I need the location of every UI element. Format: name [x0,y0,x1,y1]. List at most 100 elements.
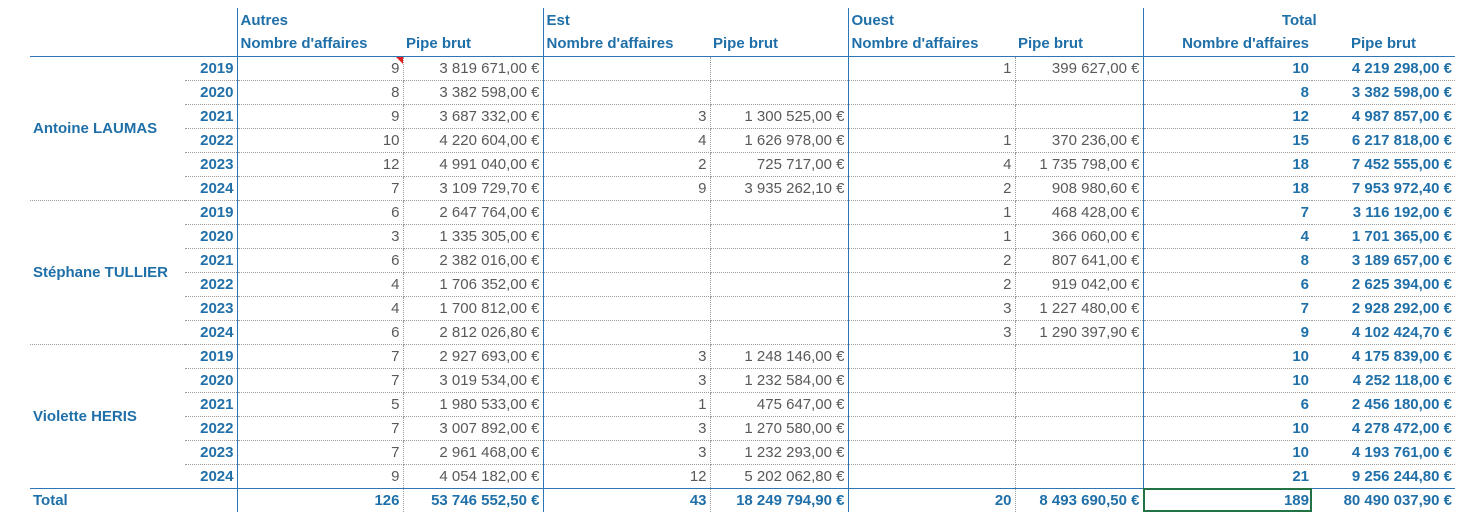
value-cell [1015,464,1144,489]
value-cell: 366 060,00 € [1015,224,1144,249]
value-cell: 4 991 040,00 € [403,152,544,177]
total-cell: 3 382 598,00 € [1312,80,1455,105]
value-cell [542,56,711,81]
value-cell [710,224,849,249]
year: 2022 [185,416,237,441]
value-cell: 3 687 332,00 € [403,104,544,129]
year: 2019 [185,56,237,81]
value-cell: 9 [236,464,404,489]
value-cell: 10 [236,128,404,153]
total-cell: 4 175 839,00 € [1312,344,1455,369]
grand-total-cell: 126 [236,487,404,512]
value-cell: 3 019 534,00 € [403,368,544,393]
column-header: Pipe brut [403,32,543,57]
total-cell: 12 [1142,104,1312,129]
value-cell: 4 [542,128,711,153]
value-cell: 12 [236,152,404,177]
value-cell [847,344,1016,369]
year: 2020 [185,80,237,105]
total-cell: 6 217 818,00 € [1312,128,1455,153]
value-cell: 5 202 062,80 € [710,464,849,489]
total-cell: 2 456 180,00 € [1312,392,1455,417]
data-row: 2020 3 1 335 305,00 € 1 366 060,00 €4 1 701 3… [30,224,1455,249]
value-cell: 5 [236,392,404,417]
year: 2023 [185,440,237,465]
value-cell: 2 961 468,00 € [403,440,544,465]
value-cell: 908 980,60 € [1015,176,1144,201]
column-header: Pipe brut [1015,32,1143,57]
total-cell: 7 953 972,40 € [1312,176,1455,201]
value-cell: 399 627,00 € [1015,56,1144,81]
value-cell: 7 [236,416,404,441]
value-cell: 3 935 262,10 € [710,176,849,201]
total-cell: 9 256 244,80 € [1312,464,1455,489]
total-cell: 18 [1142,176,1312,201]
total-cell: 4 [1142,224,1312,249]
value-cell: 370 236,00 € [1015,128,1144,153]
grand-total-cell: 80 490 037,90 € [1312,487,1455,512]
value-cell: 1 [847,200,1016,225]
value-cell [710,320,849,345]
value-cell: 1 [542,392,711,417]
value-cell: 2 [847,176,1016,201]
value-cell: 2 [542,152,711,177]
value-cell: 2 812 026,80 € [403,320,544,345]
total-cell: 2 625 394,00 € [1312,272,1455,297]
value-cell: 3 [847,296,1016,321]
value-cell: 7 [236,344,404,369]
value-cell: 4 [236,296,404,321]
grand-total-cell: 53 746 552,50 € [403,487,544,512]
value-cell: 2 [847,272,1016,297]
value-cell: 1 227 480,00 € [1015,296,1144,321]
total-cell: 9 [1142,320,1312,345]
value-cell: 1 232 584,00 € [710,368,849,393]
value-cell [1015,80,1144,105]
value-cell: 1 [847,128,1016,153]
value-cell: 1 270 580,00 € [710,416,849,441]
value-cell [542,296,711,321]
value-cell: 2 382 016,00 € [403,248,544,273]
data-row: 2021 6 2 382 016,00 € 2 807 641,00 €8 3 189 6… [30,248,1455,273]
total-cell: 10 [1142,440,1312,465]
value-cell: 3 [542,344,711,369]
total-cell: 3 189 657,00 € [1312,248,1455,273]
total-cell: 8 [1142,80,1312,105]
value-cell [1015,104,1144,129]
value-cell [1015,416,1144,441]
grand-total-cell: 189 [1142,487,1312,512]
value-cell [710,200,849,225]
year: 2019 [185,344,237,369]
total-cell: 8 [1142,248,1312,273]
value-cell [710,248,849,273]
value-cell [1015,344,1144,369]
value-cell: 6 [236,200,404,225]
total-cell: 4 987 857,00 € [1312,104,1455,129]
corner [30,8,237,32]
value-cell: 1 735 798,00 € [1015,152,1144,177]
value-cell: 7 [236,368,404,393]
value-cell: 3 109 729,70 € [403,176,544,201]
value-cell: 4 054 182,00 € [403,464,544,489]
value-cell [847,104,1016,129]
value-cell: 3 [847,320,1016,345]
value-cell [847,392,1016,417]
year: 2024 [185,320,237,345]
value-cell [542,248,711,273]
total-cell: 4 219 298,00 € [1312,56,1455,81]
value-cell: 468 428,00 € [1015,200,1144,225]
header-row: Nombre d'affaires Pipe brut Nombre d'affai… [30,32,1455,57]
data-row: 2024 6 2 812 026,80 € 3 1 290 397,90 €9 4 102… [30,320,1455,345]
grand-total-cell: 43 [542,487,711,512]
value-cell [847,440,1016,465]
value-cell [847,416,1016,441]
total-cell: 1 701 365,00 € [1312,224,1455,249]
total-cell: 4 102 424,70 € [1312,320,1455,345]
total-cell: 10 [1142,56,1312,81]
column-header: Pipe brut [710,32,848,57]
year: 2021 [185,392,237,417]
value-cell [1015,440,1144,465]
value-cell [710,80,849,105]
value-cell [710,56,849,81]
value-cell [847,464,1016,489]
